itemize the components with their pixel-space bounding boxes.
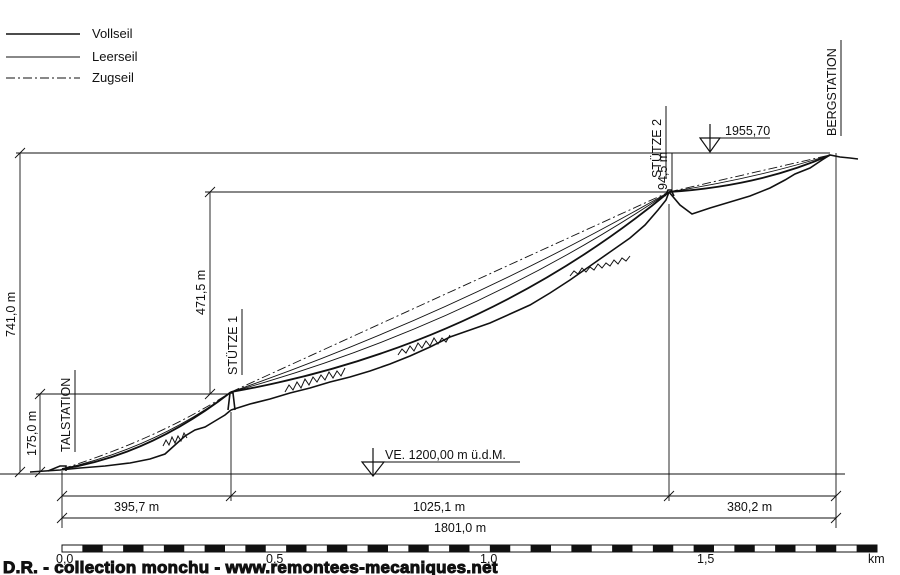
cables-span-1 — [61, 391, 232, 470]
scale-bar-segment — [775, 545, 796, 552]
tower-1-structure — [227, 392, 236, 411]
scale-bar-segment — [815, 545, 837, 552]
scale-label-1-0: 1,0 — [480, 552, 497, 566]
span-1-length-label: 395,7 m — [114, 500, 159, 514]
scale-unit-label: km — [868, 552, 885, 566]
scale-bar-segment — [123, 545, 144, 552]
scale-bar-segment — [652, 545, 674, 552]
scale-bar-segment — [286, 545, 307, 552]
tower-1-tower-2-height-label: 471,5 m — [194, 270, 208, 315]
scale-bar — [61, 544, 878, 553]
scale-bar-segment — [163, 545, 185, 552]
valley-station-label-group: TALSTATION — [59, 370, 76, 452]
vollseil-span-2 — [230, 191, 670, 393]
leerseil-span-3 — [668, 154, 831, 193]
vertical-dimension-lines — [14, 147, 673, 478]
total-height-label: 741,0 m — [4, 292, 18, 337]
scale-bar-segment — [367, 545, 388, 552]
scale-bar-segment — [408, 545, 429, 552]
valley-station-label: TALSTATION — [59, 378, 73, 452]
scale-bar-segment — [693, 545, 714, 552]
rock-texture — [162, 255, 631, 447]
legend: Vollseil Leerseil Zugseil — [6, 26, 138, 85]
tower-2-label-group: STÜTZE 2 — [650, 106, 667, 178]
span-2-length-label: 1025,1 m — [413, 500, 465, 514]
scale-bar-segment — [489, 545, 511, 552]
leerseil-span-1 — [61, 391, 232, 470]
scale-bar-segment — [204, 545, 225, 552]
total-length-label: 1801,0 m — [434, 521, 486, 535]
scale-bar-segment — [612, 545, 633, 552]
tower-1-label: STÜTZE 1 — [226, 316, 240, 375]
vollseil-span-1 — [61, 391, 232, 470]
scale-bar-segment — [326, 545, 348, 552]
vollseil-span-3 — [668, 154, 831, 193]
scale-label-1-5: 1,5 — [697, 552, 714, 566]
tower-2-label: STÜTZE 2 — [650, 119, 664, 178]
reference-level-marker — [360, 448, 520, 477]
tower-1-label-group: STÜTZE 1 — [226, 309, 243, 375]
dimension-extension-lines — [16, 152, 837, 528]
scale-bar-segment — [449, 545, 470, 552]
leerseil-span-2 — [230, 191, 670, 393]
scale-label-0: 0,0 — [56, 552, 73, 566]
valley-tower-1-height-label: 175,0 m — [25, 411, 39, 456]
scale-bar-segment — [530, 545, 551, 552]
cables-span-2 — [230, 191, 670, 393]
span-3-length-label: 380,2 m — [727, 500, 772, 514]
leerseil-span-2b — [230, 191, 670, 393]
scale-bar-segment — [571, 545, 592, 552]
summit-elevation-label: 1955,70 — [725, 124, 770, 138]
legend-label-leerseil: Leerseil — [92, 49, 138, 64]
scale-bar-segment — [856, 545, 877, 552]
scale-bar-segment — [245, 545, 266, 552]
horizontal-dimension-lines — [56, 490, 842, 524]
scale-bar-segment — [82, 545, 103, 552]
summit-elevation-marker — [698, 124, 770, 154]
valley-station-structure — [47, 465, 67, 472]
scale-bar-segment — [734, 545, 755, 552]
watermark-text: D.R. - collection monchu - www.remontees… — [3, 558, 498, 575]
terrain-profile-segment-2 — [230, 191, 670, 411]
zugseil-span-3 — [668, 154, 831, 193]
legend-label-zugseil: Zugseil — [92, 70, 134, 85]
mountain-station-label-group: BERGSTATION — [825, 40, 842, 136]
zugseil-span-1 — [61, 391, 232, 470]
terrain-profile-segment-3 — [668, 154, 859, 215]
tower-2-structure — [664, 189, 675, 197]
mountain-station-label: BERGSTATION — [825, 48, 839, 136]
scale-label-0-5: 0,5 — [266, 552, 283, 566]
zugseil-span-2 — [230, 191, 670, 393]
reference-level-label: VE. 1200,00 m ü.d.M. — [385, 448, 506, 462]
tower-2-mountain-height-label: 94,5 m — [656, 152, 670, 190]
legend-label-vollseil: Vollseil — [92, 26, 133, 41]
cables-span-3 — [668, 154, 831, 193]
